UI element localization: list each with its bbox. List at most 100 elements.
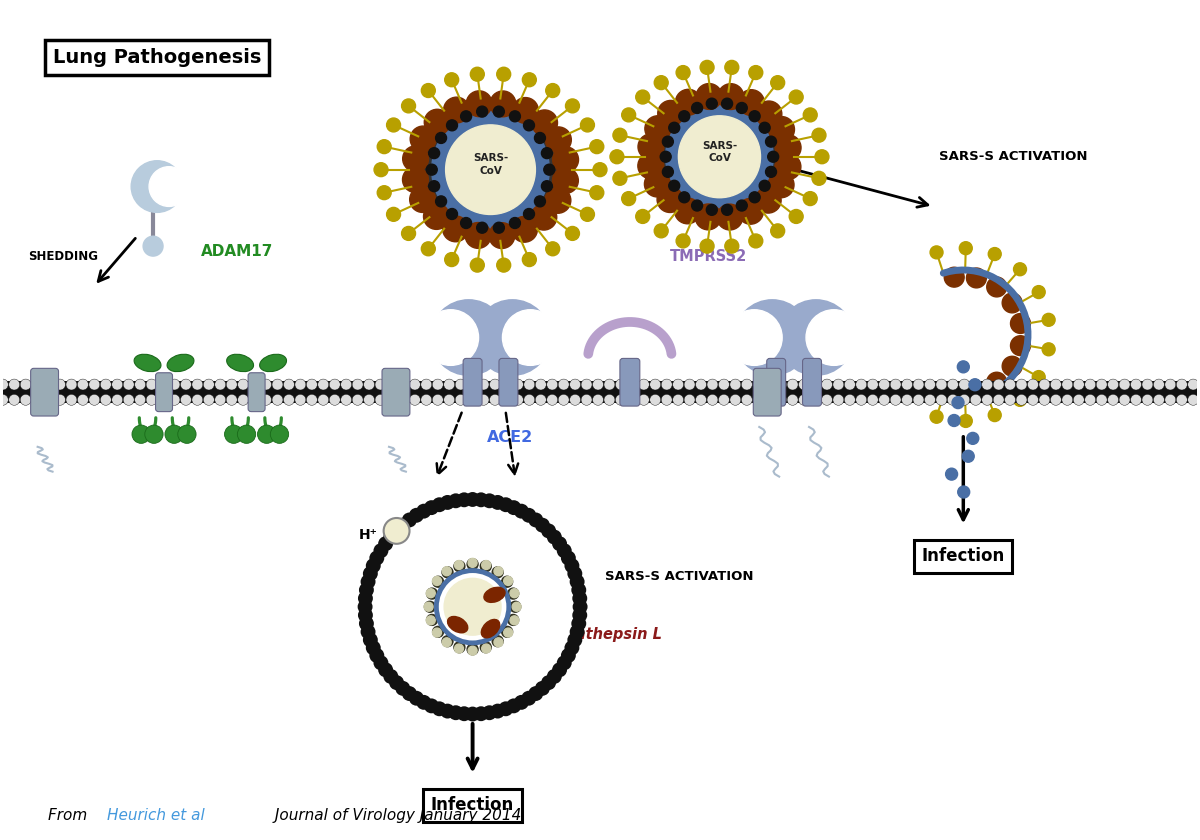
Circle shape xyxy=(798,379,810,390)
Circle shape xyxy=(673,394,684,405)
Circle shape xyxy=(360,575,376,589)
Text: From: From xyxy=(48,808,91,823)
Circle shape xyxy=(707,204,718,215)
Circle shape xyxy=(552,663,568,677)
Circle shape xyxy=(982,379,992,390)
Circle shape xyxy=(54,379,66,390)
Circle shape xyxy=(725,60,739,74)
Circle shape xyxy=(512,394,523,405)
Circle shape xyxy=(1096,379,1108,390)
Circle shape xyxy=(203,394,215,405)
Circle shape xyxy=(478,379,490,390)
Circle shape xyxy=(572,607,587,622)
Circle shape xyxy=(982,394,992,405)
Circle shape xyxy=(373,655,389,670)
Circle shape xyxy=(270,425,289,444)
Circle shape xyxy=(250,394,260,405)
Circle shape xyxy=(752,394,763,405)
Circle shape xyxy=(1004,379,1015,390)
Circle shape xyxy=(467,559,478,570)
Circle shape xyxy=(790,90,803,104)
Circle shape xyxy=(386,118,401,132)
Circle shape xyxy=(679,111,690,122)
Circle shape xyxy=(352,394,364,405)
Circle shape xyxy=(443,567,451,575)
Circle shape xyxy=(534,196,546,207)
Circle shape xyxy=(734,300,810,375)
Circle shape xyxy=(416,504,431,518)
Circle shape xyxy=(530,204,557,230)
Circle shape xyxy=(403,146,428,171)
Circle shape xyxy=(500,394,512,405)
Circle shape xyxy=(524,379,535,390)
Circle shape xyxy=(358,599,372,614)
Circle shape xyxy=(373,543,389,558)
Circle shape xyxy=(131,160,182,213)
Circle shape xyxy=(476,223,487,234)
Circle shape xyxy=(756,101,782,127)
Circle shape xyxy=(1062,394,1073,405)
Circle shape xyxy=(626,394,638,405)
Circle shape xyxy=(112,394,122,405)
Circle shape xyxy=(535,394,546,405)
Circle shape xyxy=(424,203,449,229)
Circle shape xyxy=(432,627,444,638)
Circle shape xyxy=(1153,394,1164,405)
Circle shape xyxy=(444,379,455,390)
Circle shape xyxy=(1027,379,1038,390)
Circle shape xyxy=(581,207,594,221)
Circle shape xyxy=(986,372,1007,392)
Circle shape xyxy=(510,601,521,612)
Circle shape xyxy=(467,379,478,390)
Circle shape xyxy=(481,644,491,653)
Circle shape xyxy=(604,379,614,390)
FancyBboxPatch shape xyxy=(499,359,518,406)
Circle shape xyxy=(498,497,514,512)
Circle shape xyxy=(510,111,521,122)
Circle shape xyxy=(272,394,283,405)
Circle shape xyxy=(812,171,826,186)
Circle shape xyxy=(541,675,556,690)
FancyBboxPatch shape xyxy=(620,359,640,406)
Circle shape xyxy=(169,394,180,405)
Circle shape xyxy=(764,394,775,405)
Circle shape xyxy=(425,601,436,612)
Circle shape xyxy=(924,379,936,390)
Circle shape xyxy=(521,690,536,706)
Circle shape xyxy=(752,379,763,390)
Bar xyxy=(2,381,1198,403)
Circle shape xyxy=(719,394,730,405)
Circle shape xyxy=(66,394,77,405)
Circle shape xyxy=(0,379,8,390)
Circle shape xyxy=(146,379,157,390)
Circle shape xyxy=(1032,286,1045,298)
Circle shape xyxy=(395,681,410,696)
Circle shape xyxy=(101,394,112,405)
Circle shape xyxy=(547,379,558,390)
Circle shape xyxy=(215,394,226,405)
Circle shape xyxy=(560,550,576,565)
Circle shape xyxy=(341,379,352,390)
Circle shape xyxy=(558,394,569,405)
Circle shape xyxy=(833,379,844,390)
Circle shape xyxy=(474,492,488,507)
Circle shape xyxy=(421,242,436,255)
Circle shape xyxy=(1120,394,1130,405)
Circle shape xyxy=(524,394,535,405)
Circle shape xyxy=(329,379,341,390)
Circle shape xyxy=(318,394,329,405)
Circle shape xyxy=(649,394,661,405)
Circle shape xyxy=(426,614,438,626)
Circle shape xyxy=(1153,379,1164,390)
Circle shape xyxy=(944,382,964,402)
Text: TMPRSS2: TMPRSS2 xyxy=(670,249,746,264)
Circle shape xyxy=(679,192,690,202)
Circle shape xyxy=(721,204,732,215)
Circle shape xyxy=(180,379,192,390)
Circle shape xyxy=(649,379,661,390)
Circle shape xyxy=(493,106,504,117)
Circle shape xyxy=(178,425,196,444)
Circle shape xyxy=(1014,393,1026,407)
Circle shape xyxy=(358,607,373,622)
Circle shape xyxy=(673,379,684,390)
